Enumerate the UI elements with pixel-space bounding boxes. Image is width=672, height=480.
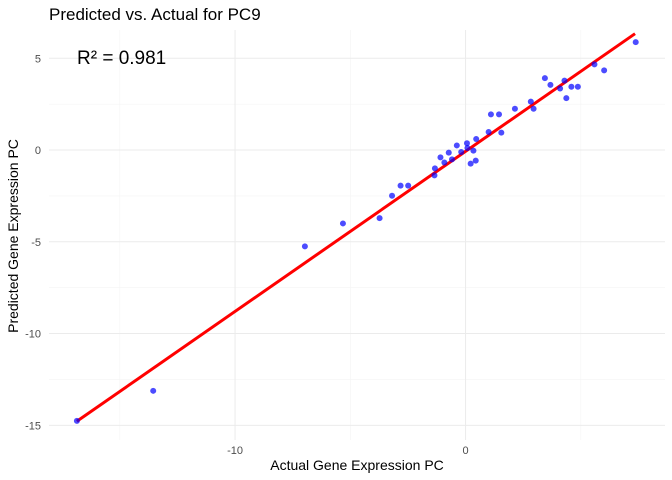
data-point	[547, 81, 554, 88]
data-point	[561, 77, 568, 84]
data-points	[73, 39, 639, 424]
data-point	[441, 159, 448, 166]
major-gridlines	[49, 30, 665, 440]
data-point	[464, 145, 471, 152]
chart-title: Predicted vs. Actual for PC9	[49, 5, 261, 24]
data-point	[541, 75, 548, 82]
data-point	[463, 140, 470, 147]
x-tick-label: -10	[227, 445, 243, 457]
data-point	[557, 85, 564, 92]
data-point	[458, 149, 465, 156]
data-point	[591, 61, 598, 68]
data-point	[397, 182, 404, 189]
x-tick-label: 0	[463, 445, 469, 457]
data-point	[467, 160, 474, 167]
y-tick-label: 0	[35, 145, 41, 157]
data-point	[511, 105, 518, 112]
y-tick-label: -10	[25, 329, 41, 341]
data-point	[150, 387, 157, 394]
data-point	[448, 156, 455, 163]
data-point	[601, 67, 608, 74]
y-axis-title: Predicted Gene Expression PC	[5, 139, 21, 333]
x-axis-title: Actual Gene Expression PC	[270, 457, 444, 473]
regression-line-group	[76, 32, 636, 423]
y-tick-label: -5	[31, 237, 41, 249]
data-point	[470, 147, 477, 154]
data-point	[405, 182, 412, 189]
data-point	[431, 165, 438, 172]
data-point	[453, 142, 460, 149]
data-point	[339, 220, 346, 227]
y-tick-label: -15	[25, 420, 41, 432]
data-point	[496, 111, 503, 118]
y-axis-tick-labels: -15 -10 -5 0 5	[25, 53, 41, 432]
data-point	[530, 105, 537, 112]
data-point	[473, 136, 480, 143]
y-tick-label: 5	[35, 53, 41, 65]
data-point	[485, 129, 492, 136]
data-point	[431, 172, 438, 179]
data-point	[574, 83, 581, 90]
minor-gridlines	[49, 30, 665, 440]
data-point	[527, 98, 534, 105]
data-point	[73, 417, 80, 424]
data-point	[632, 39, 639, 46]
r-squared-annotation: R² = 0.981	[77, 48, 166, 69]
data-point	[568, 83, 575, 90]
data-point	[563, 95, 570, 102]
regression-line	[76, 32, 636, 423]
data-point	[437, 154, 444, 161]
data-point	[445, 149, 452, 156]
data-point	[389, 192, 396, 199]
data-point	[498, 129, 505, 136]
data-point	[487, 111, 494, 118]
data-point	[301, 243, 308, 250]
data-point	[376, 215, 383, 222]
x-axis-tick-labels: -10 0	[227, 445, 469, 457]
data-point	[472, 157, 479, 164]
